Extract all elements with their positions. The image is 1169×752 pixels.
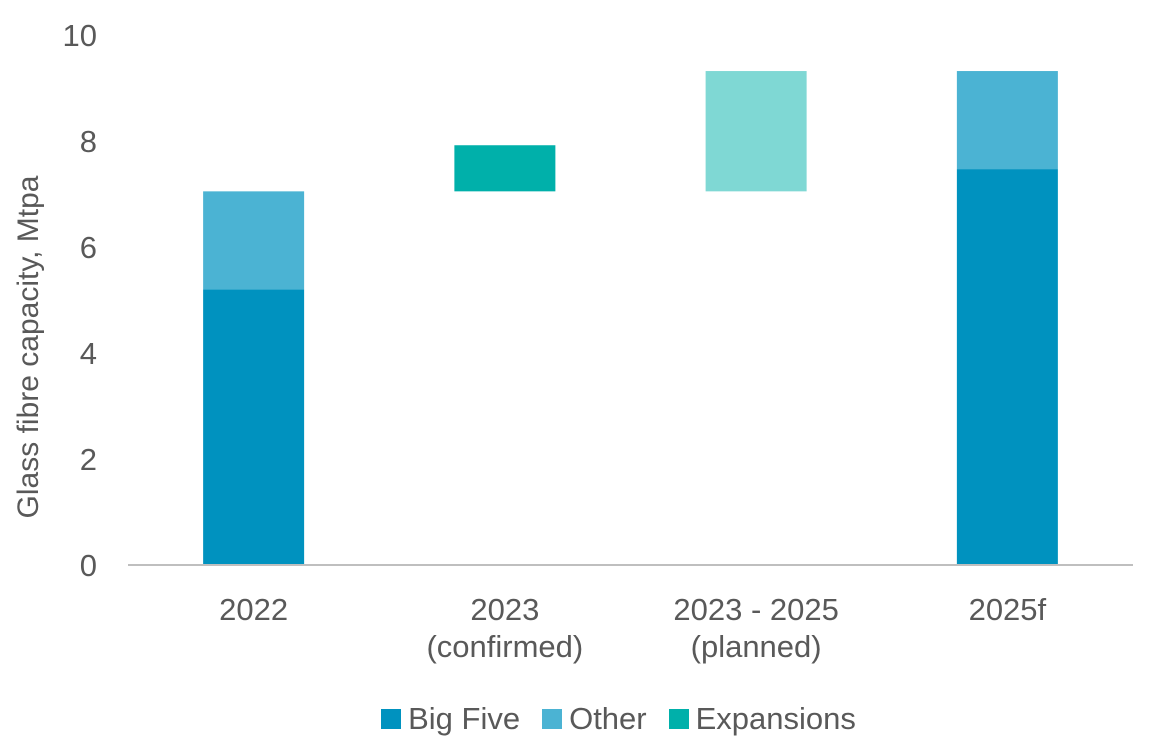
legend: Big Five Other Expansions (0, 697, 1169, 741)
chart-canvas: 0 2 4 6 8 10 2022 2023 (confirmed) 2023 - 2025 (p… (12, 18, 1133, 664)
x-category-label: 2025f (969, 592, 1047, 627)
x-category-label: 2022 (219, 592, 288, 627)
legend-swatch-other (542, 709, 563, 729)
legend-swatch-big-five (381, 709, 402, 729)
legend-label-big-five: Big Five (408, 701, 521, 736)
y-tick-label: 4 (80, 336, 97, 371)
bar-segment-other (203, 191, 305, 290)
legend-item-big-five: Big Five (381, 701, 520, 737)
y-tick-label: 8 (80, 124, 97, 159)
y-tick-label: 6 (80, 230, 97, 265)
y-axis-label: Glass fibre capacity, Mtpa (12, 175, 45, 518)
bar-segment-big-five (956, 169, 1058, 565)
x-axis-categories: 2022 2023 (confirmed) 2023 - 2025 (planned) 2… (219, 592, 1046, 664)
legend-item-expansions: Expansions (668, 701, 856, 737)
legend-label-expansions: Expansions (695, 701, 856, 736)
legend-swatch-expansions (668, 709, 689, 729)
bar-segment-expansions (454, 145, 556, 192)
y-axis-ticks: 0 2 4 6 8 10 (63, 18, 97, 583)
legend-label-other: Other (569, 701, 647, 736)
bars (203, 71, 1058, 565)
legend-item-other: Other (542, 701, 647, 737)
y-tick-label: 0 (80, 548, 97, 583)
bar-segment-big-five (203, 289, 305, 565)
y-tick-label: 2 (80, 442, 97, 477)
bar-segment-expansions-planned- (705, 71, 807, 192)
x-category-label: 2023 (confirmed) (426, 592, 583, 664)
x-category-label: 2023 - 2025 (planned) (673, 592, 838, 664)
bar-segment-other (956, 71, 1058, 170)
y-tick-label: 10 (63, 18, 97, 53)
